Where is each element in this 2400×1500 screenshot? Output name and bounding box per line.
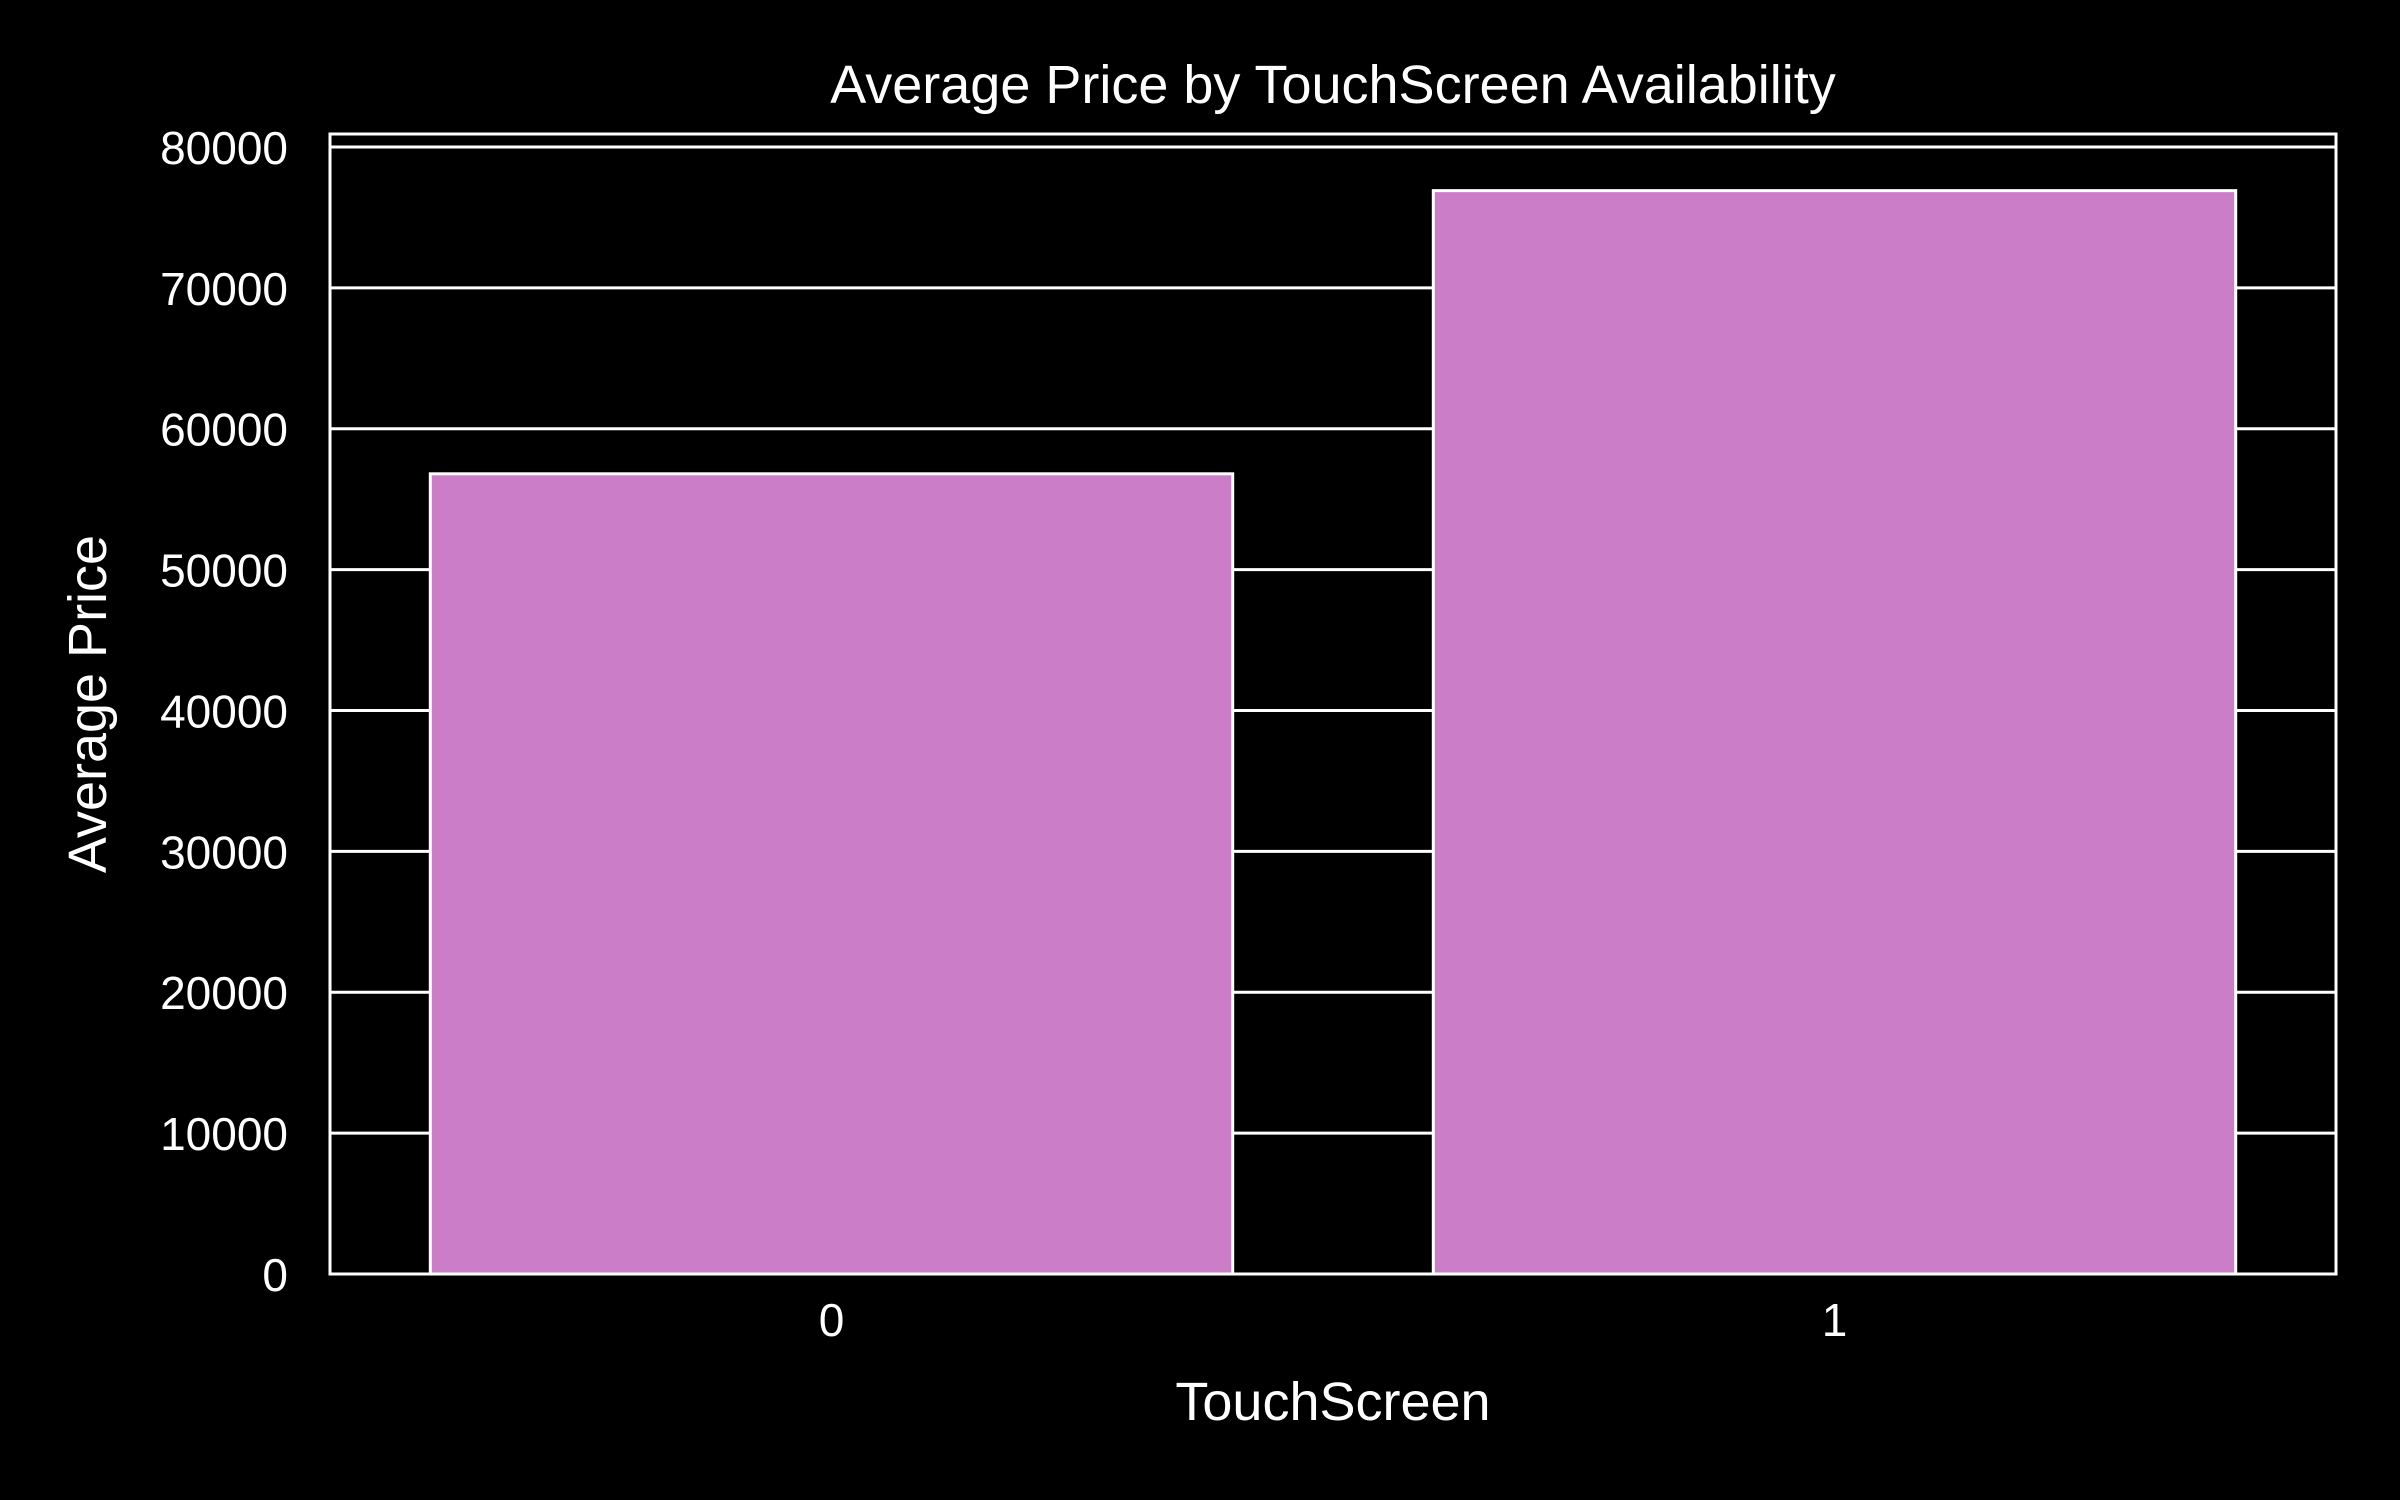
plot-frame <box>328 132 2338 1276</box>
y-tick-label: 20000 <box>160 967 288 1019</box>
y-tick-label: 70000 <box>160 263 288 315</box>
y-tick-labels: 0 10000 20000 30000 40000 50000 60000 70000 8000… <box>160 122 288 1301</box>
x-tick-label: 1 <box>1822 1294 1848 1346</box>
bar <box>428 472 1235 1276</box>
y-tick-label: 0 <box>262 1249 288 1301</box>
bars <box>428 189 2238 1276</box>
y-tick-label: 80000 <box>160 122 288 174</box>
y-tick-label: 60000 <box>160 404 288 456</box>
x-axis-label: TouchScreen <box>1175 1372 1490 1432</box>
x-tick-label: 0 <box>819 1294 845 1346</box>
y-tick-label: 40000 <box>160 685 288 737</box>
chart-title: Average Price by TouchScreen Availabilit… <box>830 55 1836 115</box>
bar <box>1431 189 2238 1276</box>
y-tick-label: 10000 <box>160 1108 288 1160</box>
y-tick-label: 30000 <box>160 826 288 878</box>
y-axis-label: Average Price <box>58 535 118 873</box>
y-tick-label: 50000 <box>160 545 288 597</box>
